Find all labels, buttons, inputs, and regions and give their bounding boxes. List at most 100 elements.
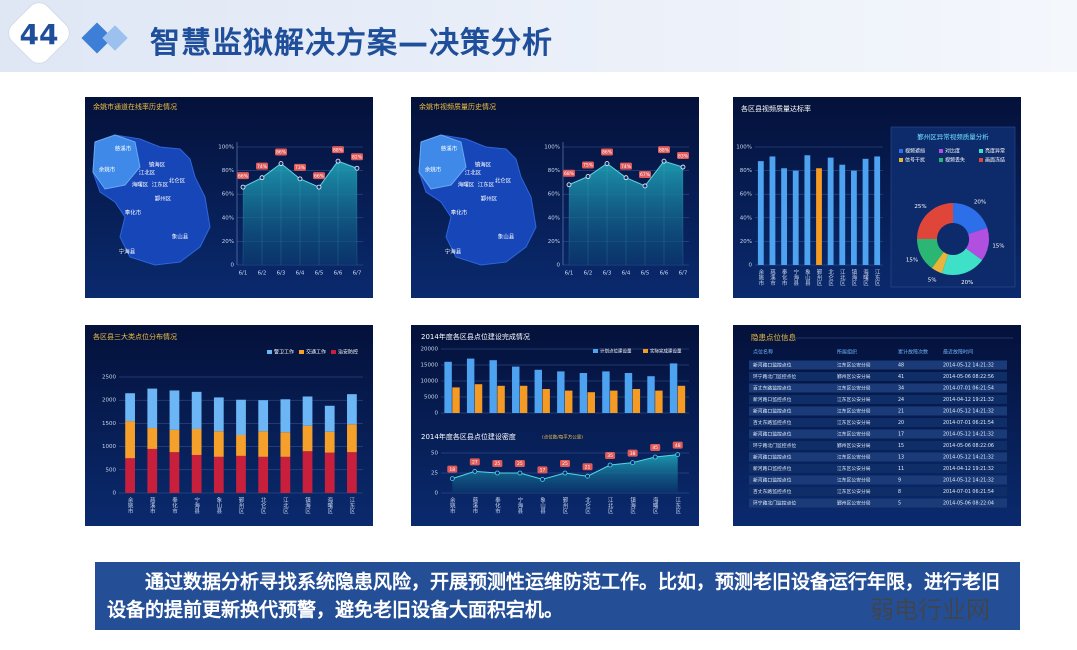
y-tick-label: 2000 [102, 398, 116, 404]
value-label: 25% [914, 204, 926, 210]
map-label: 余姚市 [425, 166, 442, 174]
label-box [605, 452, 616, 459]
pie-slice [941, 248, 983, 276]
bar-segment [347, 424, 357, 453]
table-cell: 2014-05-06 08:22:56 [943, 374, 994, 380]
x-tick-label: 镇海区 [304, 496, 311, 514]
x-tick-label: 6/6 [660, 271, 669, 277]
map-label: 宁海县 [119, 248, 136, 256]
table-cell: 江东区公安分局 [837, 465, 871, 472]
bar-segment [191, 391, 202, 429]
y-tick-label: 60% [740, 192, 752, 198]
table-row [749, 487, 1007, 496]
y-tick-label: 40% [222, 215, 234, 221]
table-row [749, 406, 1007, 416]
y-tick-label: 40% [548, 215, 560, 221]
bar-segment [280, 456, 291, 493]
map-label: 奉化市 [125, 209, 142, 217]
table-cell: 9 [898, 478, 901, 484]
x-tick-label: 镇海区 [850, 268, 857, 286]
label-box [447, 465, 458, 473]
table-cell: 48 [898, 363, 904, 369]
table-cell: 41 [898, 374, 904, 380]
x-tick-label: 6/2 [258, 271, 267, 277]
bar-segment [324, 452, 335, 493]
bar-segment [147, 428, 158, 449]
table-cell: 2014-04-12 19:21:32 [943, 466, 994, 472]
map-label: 鄞州区 [481, 195, 498, 203]
legend-label: 信号干扰 [905, 157, 925, 164]
legend-swatch [939, 149, 943, 153]
x-tick-label: 余姚市 [127, 496, 134, 515]
bar-segment [125, 393, 135, 422]
table-cell: 鄞州区公安分局 [837, 500, 871, 507]
label-box [332, 146, 344, 154]
table-cell: 江东区公安分局 [837, 431, 871, 438]
label-box [658, 146, 670, 154]
bar [557, 371, 565, 413]
y-tick-label: 0 [435, 491, 439, 497]
y-tick-label: 1500 [102, 421, 116, 427]
y-tick-label: 0 [113, 491, 117, 497]
y-tick-label: 50 [431, 451, 438, 457]
bar-segment [213, 431, 224, 457]
x-tick-label: 江北区 [282, 497, 289, 514]
point [607, 462, 613, 468]
value-label: 5% [928, 277, 937, 283]
bar [804, 155, 811, 265]
bar [874, 156, 881, 265]
label-box [650, 444, 661, 451]
label-box [601, 148, 613, 156]
table-row [749, 372, 1007, 381]
bar [489, 360, 497, 413]
map-label: 象山县 [498, 233, 515, 241]
bar [542, 389, 550, 413]
legend-label: 对比度 [945, 148, 960, 155]
bar [624, 373, 633, 413]
table-cell: 2014-07-01 06:21:54 [943, 386, 994, 392]
table-cell: 江东区公安分局 [837, 385, 871, 392]
table-cell: 新河路口监控点位 [753, 408, 792, 415]
y-tick-label: 80% [222, 168, 234, 174]
table-cell: 24 [898, 397, 904, 403]
table-cell: 江东区公安分局 [837, 419, 871, 426]
value-label: 45 [652, 445, 658, 451]
bar [669, 363, 678, 413]
table-header: 累计故障次数 [898, 349, 928, 356]
map-label: 象山县 [172, 233, 189, 241]
x-tick-label: 江东区 [874, 269, 881, 286]
x-tick-label: 慈溪市 [471, 496, 478, 515]
value-label: 88% [333, 147, 344, 153]
table-cell: 2014-04-12 19:21:32 [943, 397, 994, 403]
y-tick-label: 60% [222, 192, 234, 198]
label-box [563, 169, 575, 177]
value-label: 74% [257, 164, 268, 170]
bar-segment [302, 425, 313, 452]
pie-slice [917, 239, 944, 269]
bar-segment [169, 390, 180, 430]
label-box [627, 449, 638, 457]
map-label: 江北区 [465, 169, 482, 177]
x-tick-label: 宁海县 [516, 496, 523, 515]
value-label: 27 [472, 460, 478, 466]
bar-segment [169, 452, 180, 493]
x-tick-label: 6/1 [565, 271, 574, 277]
y-tick-label: 500 [106, 467, 117, 473]
bar [769, 156, 776, 265]
bar-segment [347, 394, 357, 425]
pie-slice [953, 203, 988, 235]
table-cell: 江东区公安分局 [837, 454, 871, 461]
table-cell: 百丈东路监控点位 [753, 419, 792, 426]
number-badge [8, 2, 70, 64]
bar-segment [258, 456, 269, 493]
x-tick-label: 江东区 [348, 497, 355, 514]
table-cell: 8 [898, 489, 901, 495]
chart-title: 各区县三大类点位分布情况 [93, 332, 177, 341]
chart-title: 余姚市视频质量历史情况 [419, 102, 496, 111]
pie-slice [917, 203, 953, 239]
y-tick-label: 1000 [102, 444, 116, 450]
x-tick-label: 象山县 [539, 496, 546, 515]
bar [452, 387, 460, 413]
value-label: 38 [630, 451, 636, 457]
map-region [418, 134, 467, 190]
